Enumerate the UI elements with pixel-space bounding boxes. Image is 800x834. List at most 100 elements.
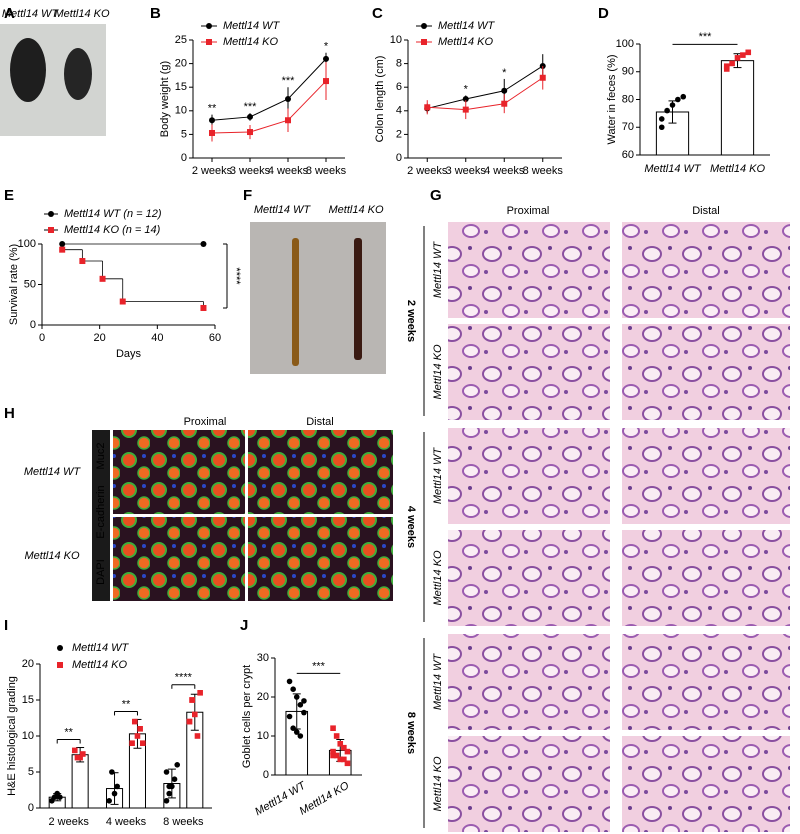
label: Mettl14 KO bbox=[54, 8, 109, 20]
y-tick-label: 15 bbox=[22, 694, 34, 706]
marker bbox=[658, 124, 665, 131]
marker bbox=[99, 275, 106, 282]
marker bbox=[293, 729, 300, 735]
label: Muc2 bbox=[95, 443, 107, 470]
panel-letter: D bbox=[598, 5, 609, 22]
marker bbox=[163, 769, 170, 775]
marker bbox=[675, 96, 681, 103]
y-tick-label: 0 bbox=[30, 319, 36, 331]
legend-label: Mettl14 KO bbox=[438, 36, 493, 48]
mouse bbox=[10, 38, 46, 102]
label: 8 weeks bbox=[405, 712, 417, 754]
label: Proximal bbox=[184, 416, 227, 428]
marker bbox=[194, 733, 201, 739]
mouse bbox=[64, 48, 92, 100]
label: Proximal bbox=[507, 205, 550, 217]
marker bbox=[189, 697, 195, 703]
y-axis-label: Body weight (g) bbox=[159, 61, 171, 137]
label: Mettl14 KO bbox=[24, 550, 79, 562]
panel-letter: E bbox=[4, 187, 14, 204]
marker bbox=[137, 726, 143, 732]
if-image bbox=[248, 517, 393, 601]
marker bbox=[106, 798, 112, 804]
series-line bbox=[427, 77, 544, 111]
marker bbox=[286, 678, 293, 685]
y-axis-label: H&E histological grading bbox=[6, 676, 18, 796]
marker bbox=[501, 100, 508, 107]
marker bbox=[680, 93, 687, 100]
y-tick-label: 90 bbox=[622, 66, 634, 78]
legend-label: Mettl14 KO bbox=[223, 36, 278, 48]
marker bbox=[293, 694, 300, 700]
histology-image bbox=[622, 736, 790, 832]
significance: *** bbox=[699, 31, 713, 43]
x-tick-label: 3 weeks bbox=[230, 165, 271, 177]
significance: ** bbox=[64, 726, 73, 738]
legend-label: Mettl14 WT bbox=[438, 20, 496, 32]
marker bbox=[330, 752, 336, 759]
marker bbox=[114, 783, 121, 790]
y-tick-label: 10 bbox=[175, 105, 187, 117]
marker bbox=[344, 748, 351, 755]
marker bbox=[330, 748, 336, 755]
panel-letter: A bbox=[4, 5, 15, 22]
marker bbox=[539, 74, 546, 81]
if-image bbox=[113, 430, 245, 514]
y-tick-label: 8 bbox=[396, 58, 402, 70]
marker bbox=[247, 129, 253, 136]
marker bbox=[197, 690, 203, 696]
histology-image bbox=[622, 634, 790, 730]
bar bbox=[71, 754, 89, 809]
x-tick-label: 0 bbox=[39, 332, 45, 344]
marker bbox=[337, 756, 344, 763]
marker bbox=[285, 96, 291, 102]
panel-letter: F bbox=[243, 187, 252, 204]
stain-bar bbox=[92, 430, 110, 601]
marker bbox=[206, 39, 212, 45]
marker bbox=[57, 794, 63, 800]
y-tick-label: 20 bbox=[22, 658, 34, 670]
marker bbox=[658, 116, 665, 122]
significance: ** bbox=[208, 102, 217, 114]
label: Mettl14 KO bbox=[432, 756, 444, 811]
histology-grid bbox=[448, 222, 790, 832]
panel-letter: G bbox=[430, 187, 442, 204]
x-tick-label: 4 weeks bbox=[106, 816, 147, 828]
marker bbox=[206, 23, 212, 29]
x-axis-label: Days bbox=[116, 348, 142, 360]
significance: **** bbox=[175, 672, 193, 684]
marker bbox=[333, 752, 340, 759]
significance: ** bbox=[122, 698, 131, 710]
histology-image bbox=[622, 530, 790, 626]
marker bbox=[323, 55, 329, 62]
marker bbox=[209, 129, 215, 136]
marker bbox=[424, 104, 431, 111]
x-tick-label: Mettl14 KO bbox=[710, 163, 765, 175]
marker bbox=[729, 60, 735, 67]
marker bbox=[131, 718, 138, 725]
y-tick-label: 50 bbox=[24, 278, 36, 290]
marker bbox=[80, 751, 86, 757]
marker bbox=[290, 725, 296, 731]
y-tick-label: 20 bbox=[257, 691, 269, 703]
y-tick-label: 0 bbox=[263, 769, 269, 781]
y-tick-label: 10 bbox=[390, 34, 402, 46]
marker bbox=[209, 117, 215, 124]
label: Mettl14 KO bbox=[432, 344, 444, 399]
marker bbox=[285, 117, 291, 124]
histology-image bbox=[448, 222, 610, 318]
marker bbox=[421, 39, 427, 45]
marker bbox=[59, 246, 66, 253]
marker bbox=[462, 106, 469, 113]
marker bbox=[723, 66, 730, 72]
x-tick-label: 2 weeks bbox=[407, 165, 448, 177]
marker bbox=[669, 102, 676, 108]
y-tick-label: 10 bbox=[257, 730, 269, 742]
marker bbox=[330, 725, 336, 731]
label: 2 weeks bbox=[405, 300, 417, 342]
marker bbox=[297, 702, 304, 708]
marker bbox=[59, 241, 66, 247]
marker bbox=[462, 96, 469, 102]
if-image bbox=[248, 430, 393, 514]
y-tick-label: 2 bbox=[396, 128, 402, 140]
